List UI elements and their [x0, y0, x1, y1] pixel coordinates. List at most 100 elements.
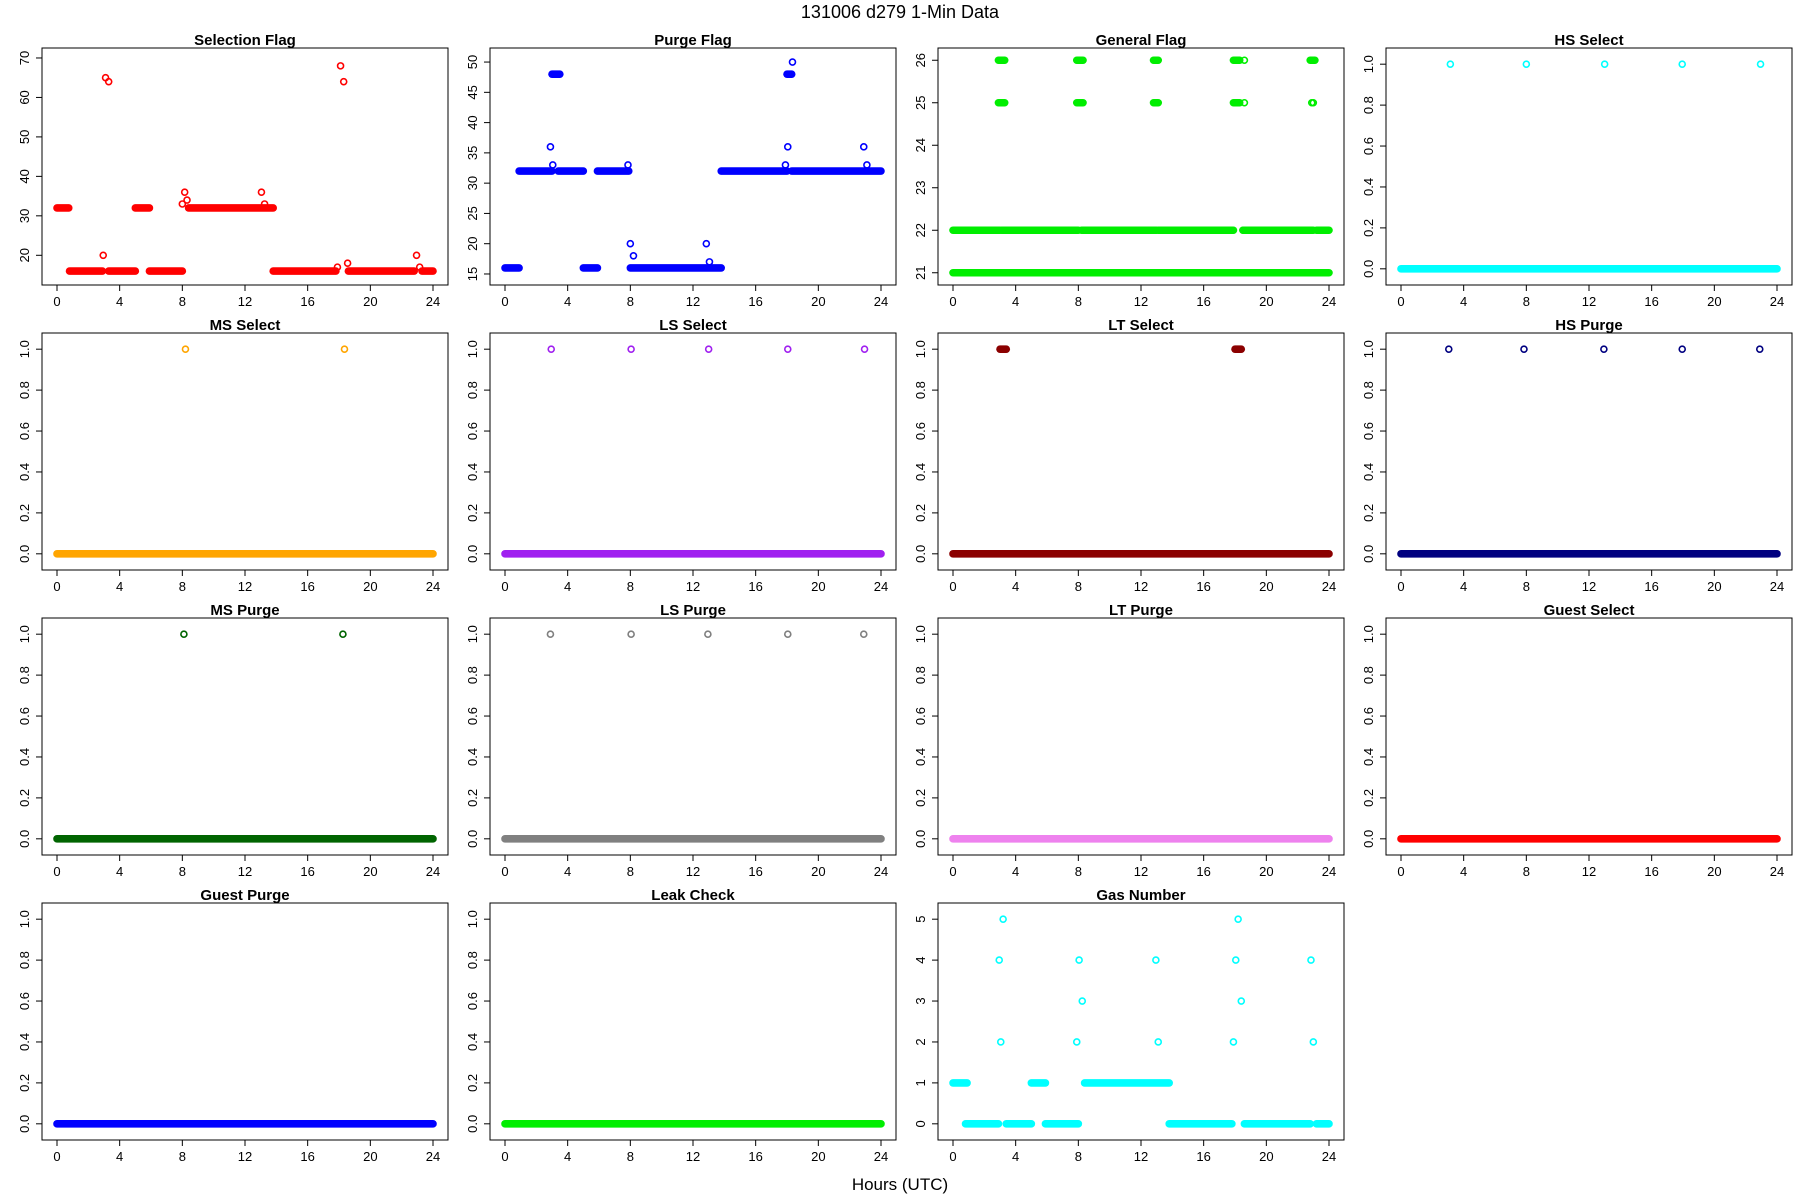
data-point: [624, 161, 632, 169]
x-tick-label: 12: [686, 1149, 700, 1164]
panel-title-ls-select: LS Select: [659, 317, 727, 334]
panel-title-hs-select: HS Select: [1554, 32, 1623, 49]
y-tick-label: 0.0: [913, 830, 928, 848]
y-tick-label: 0.8: [465, 381, 480, 399]
data-point: [257, 188, 266, 196]
data-point: [1075, 956, 1083, 964]
x-tick-label: 4: [564, 1149, 571, 1164]
x-tick-label: 0: [1397, 579, 1404, 594]
data-point: [783, 345, 792, 353]
y-tick-label: 1.0: [465, 625, 480, 643]
series-selection-flag: [53, 62, 437, 275]
data-point: [627, 345, 635, 353]
series-ms-select: [53, 345, 437, 558]
y-tick-label: 0.2: [17, 1074, 32, 1092]
y-tick-label: 0.8: [1361, 666, 1376, 684]
x-tick-label: 24: [426, 1149, 440, 1164]
y-tick-label: 4: [913, 956, 928, 963]
panel-lt-select: LT Select 0 4 8 12 16 20 24 0.0 0.2 0.4 0.6 0.8 1.0: [913, 317, 1345, 594]
x-tick-label: 0: [53, 294, 60, 309]
y-tick-label: 26: [913, 53, 928, 67]
y-tick-label: 0.8: [465, 666, 480, 684]
data-point: [781, 161, 790, 169]
x-tick-label: 24: [426, 864, 440, 879]
y-tick-label: 1.0: [913, 625, 928, 643]
series-ls-select: [501, 345, 885, 558]
x-tick-label: 24: [1770, 579, 1784, 594]
data-point: [704, 630, 712, 638]
y-tick-label: 3: [913, 997, 928, 1004]
y-tick-label: 0.0: [465, 1115, 480, 1133]
x-tick-label: 16: [300, 579, 314, 594]
x-tick-label: 12: [686, 864, 700, 879]
y-tick-label: 0.4: [913, 748, 928, 766]
x-tick-label: 0: [53, 1149, 60, 1164]
data-point: [783, 143, 792, 151]
x-tick-label: 0: [1397, 864, 1404, 879]
data-point: [1756, 60, 1765, 68]
x-tick-label: 4: [1012, 294, 1019, 309]
y-tick-label: 0.0: [465, 545, 480, 563]
x-tick-label: 24: [1322, 294, 1336, 309]
y-tick-label: 0.4: [17, 748, 32, 766]
x-tick-label: 8: [627, 1149, 634, 1164]
x-tick-label: 12: [686, 579, 700, 594]
x-tick-label: 20: [1259, 864, 1273, 879]
data-point: [1229, 1038, 1238, 1046]
x-tick-label: 8: [627, 294, 634, 309]
x-tick-label: 0: [53, 864, 60, 879]
y-tick-label: 50: [465, 55, 480, 69]
panel-ls-purge: LS Purge 0 4 8 12 16 20 24 0.0 0.2 0.4 0.6 0.8 1.0: [465, 602, 897, 879]
y-tick-label: 1.0: [465, 910, 480, 928]
data-point: [547, 345, 556, 353]
x-tick-label: 0: [949, 1149, 956, 1164]
data-point: [178, 200, 187, 208]
y-tick-label: 0.0: [465, 830, 480, 848]
data-point: [1240, 98, 1249, 107]
data-point: [859, 630, 868, 638]
data-point: [1600, 60, 1609, 68]
y-tick-label: 1.0: [1361, 625, 1376, 643]
x-tick-label: 8: [1075, 294, 1082, 309]
panel-frame: [489, 332, 897, 571]
x-tick-label: 12: [238, 864, 252, 879]
panel-frame: [937, 902, 1345, 1141]
data-point: [1309, 98, 1318, 107]
x-tick-label: 12: [1582, 864, 1596, 879]
x-tick-label: 24: [1322, 1149, 1336, 1164]
y-tick-label: 0.8: [465, 951, 480, 969]
panel-title-purge-flag: Purge Flag: [654, 32, 732, 49]
data-point: [860, 345, 869, 353]
y-tick-label: 0.0: [1361, 545, 1376, 563]
data-point: [1600, 345, 1608, 353]
data-point: [1234, 915, 1242, 923]
panel-title-hs-purge: HS Purge: [1555, 317, 1623, 334]
y-tick-label: 21: [913, 266, 928, 280]
panel-ms-purge: MS Purge 0 4 8 12 16 20 24 0.0 0.2 0.4 0.6 0.8 1.0: [17, 602, 449, 879]
y-tick-label: 0.6: [17, 707, 32, 725]
x-tick-label: 16: [748, 864, 762, 879]
x-tick-label: 0: [53, 579, 60, 594]
y-tick-label: 35: [465, 146, 480, 160]
series-purge-flag: [501, 58, 885, 272]
y-tick-label: 0.6: [465, 992, 480, 1010]
y-tick-label: 0.0: [17, 545, 32, 563]
data-point: [1520, 345, 1528, 353]
x-tick-label: 24: [874, 1149, 888, 1164]
x-tick-label: 0: [949, 579, 956, 594]
data-point: [1309, 1038, 1318, 1046]
y-tick-label: 0.8: [17, 666, 32, 684]
x-tick-label: 4: [1460, 579, 1467, 594]
x-tick-label: 4: [1012, 579, 1019, 594]
panel-frame: [41, 332, 449, 571]
y-tick-label: 5: [913, 916, 928, 923]
x-tick-label: 16: [1644, 579, 1658, 594]
data-point: [995, 956, 1004, 964]
x-tick-label: 8: [179, 579, 186, 594]
y-tick-label: 0.4: [1361, 178, 1376, 196]
data-point: [1152, 956, 1160, 964]
x-tick-label: 16: [748, 1149, 762, 1164]
x-tick-label: 16: [1196, 294, 1210, 309]
x-tick-label: 12: [238, 294, 252, 309]
